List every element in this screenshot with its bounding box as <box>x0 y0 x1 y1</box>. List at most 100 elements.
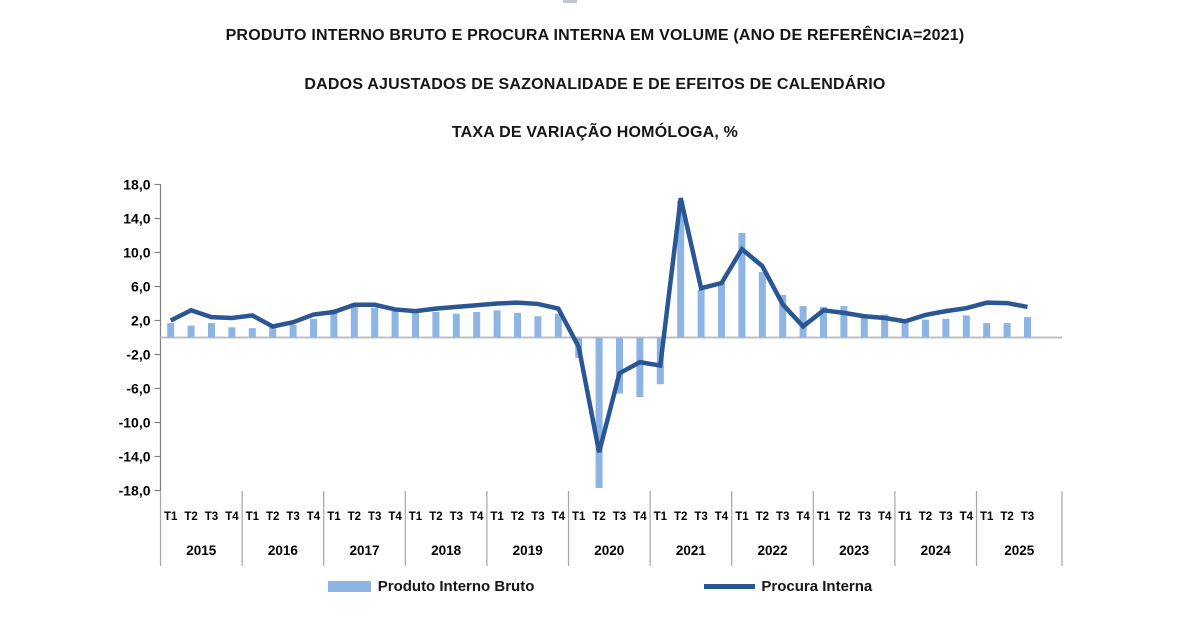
quarter-label: T2 <box>592 511 605 523</box>
bar-produto-interno-bruto <box>228 327 236 338</box>
quarter-label: T2 <box>184 511 197 523</box>
quarter-label: T3 <box>1021 511 1034 523</box>
quarter-label: T4 <box>715 511 729 523</box>
chart-units-title: TAXA DE VARIAÇÃO HOMÓLOGA, % <box>451 124 739 141</box>
bar-produto-interno-bruto <box>1024 317 1031 338</box>
bar-produto-interno-bruto <box>962 315 970 338</box>
legend-line-label: Procura Interna <box>761 578 873 595</box>
quarter-label: T2 <box>756 511 769 523</box>
quarter-label: T4 <box>388 511 402 523</box>
bar-produto-interno-bruto <box>493 310 501 338</box>
year-label: 2017 <box>349 543 379 558</box>
year-label: 2023 <box>839 543 870 558</box>
bar-produto-interno-bruto <box>167 323 175 338</box>
bar-produto-interno-bruto <box>473 312 481 338</box>
quarter-label: T3 <box>613 511 626 523</box>
bar-produto-interno-bruto <box>514 312 521 338</box>
quarter-label: T3 <box>205 511 218 523</box>
line-procura-interna <box>169 197 1028 453</box>
bar-produto-interno-bruto <box>412 312 419 338</box>
quarter-label: T2 <box>429 511 442 523</box>
bar-produto-interno-bruto <box>554 313 562 338</box>
year-label: 2015 <box>186 543 217 558</box>
year-label: 2018 <box>431 543 462 558</box>
quarter-label: T1 <box>572 511 586 523</box>
bar-produto-interno-bruto <box>697 289 705 338</box>
year-label: 2020 <box>594 543 624 558</box>
bar-produto-interno-bruto <box>330 309 338 338</box>
bar-produto-interno-bruto <box>187 325 195 338</box>
quarter-label: T1 <box>327 511 341 523</box>
quarter-label: T1 <box>735 511 749 523</box>
chart-legend: Produto Interno Bruto Procura Interna <box>0 578 1200 595</box>
bar-produto-interno-bruto <box>1003 323 1011 338</box>
quarter-label: T1 <box>654 511 668 523</box>
y-axis-tick-label: -6,0 <box>126 381 150 397</box>
bar-produto-interno-bruto <box>208 323 215 338</box>
quarter-label: T1 <box>490 511 504 523</box>
quarter-label: T4 <box>878 511 892 523</box>
y-axis-tick-label: 6,0 <box>131 279 151 295</box>
y-axis-tick-label: 18,0 <box>123 177 150 193</box>
year-label: 2021 <box>676 543 707 558</box>
quarter-label: T2 <box>674 511 687 523</box>
y-axis-tick-label: 2,0 <box>131 313 151 329</box>
bar-produto-interno-bruto <box>269 327 277 338</box>
bar-produto-interno-bruto <box>677 200 685 338</box>
quarter-label: T2 <box>837 511 850 523</box>
bar-produto-interno-bruto <box>310 318 317 338</box>
year-label: 2022 <box>757 543 787 558</box>
bar-produto-interno-bruto <box>432 312 440 338</box>
quarter-label: T4 <box>225 511 239 523</box>
bar-produto-interno-bruto <box>779 295 787 338</box>
quarter-label: T1 <box>898 511 912 523</box>
quarter-label: T4 <box>470 511 484 523</box>
quarter-label: T3 <box>450 511 463 523</box>
bar-produto-interno-bruto <box>983 323 991 338</box>
quarter-label: T2 <box>1000 511 1013 523</box>
quarter-label: T1 <box>164 511 178 523</box>
legend-bar-label: Produto Interno Bruto <box>377 578 535 595</box>
y-axis-tick-label: -2,0 <box>126 347 150 363</box>
bar-produto-interno-bruto <box>534 316 542 338</box>
quarter-label: T2 <box>266 511 279 523</box>
bar-produto-interno-bruto <box>371 307 379 338</box>
bar-produto-interno-bruto <box>881 314 889 338</box>
y-axis-tick-label: 14,0 <box>123 211 150 227</box>
bar-produto-interno-bruto <box>758 272 766 338</box>
year-label: 2024 <box>921 543 952 558</box>
top-crop-artifact <box>563 0 577 3</box>
quarter-label: T3 <box>939 511 952 523</box>
quarter-label: T2 <box>348 511 361 523</box>
bar-produto-interno-bruto <box>860 316 868 338</box>
bar-produto-interno-bruto <box>820 306 827 338</box>
bar-produto-interno-bruto <box>738 232 746 338</box>
bar-produto-interno-bruto <box>350 303 358 338</box>
quarter-label: T3 <box>531 511 544 523</box>
chart-title: PRODUTO INTERNO BRUTO E PROCURA INTERNA … <box>225 27 965 44</box>
quarter-label: T4 <box>633 511 647 523</box>
bar-produto-interno-bruto <box>922 319 929 338</box>
quarter-label: T1 <box>980 511 994 523</box>
quarter-label: T3 <box>858 511 871 523</box>
y-axis-tick-label: -14,0 <box>119 449 151 465</box>
quarter-label: T4 <box>960 511 974 523</box>
quarter-label: T3 <box>286 511 299 523</box>
chart-subtitle: DADOS AJUSTADOS DE SAZONALIDADE E DE EFE… <box>304 76 886 93</box>
year-label: 2019 <box>513 543 543 558</box>
quarter-label: T4 <box>796 511 810 523</box>
legend-bar-swatch <box>327 581 371 592</box>
quarter-label: T1 <box>246 511 260 523</box>
quarter-label: T3 <box>368 511 381 523</box>
bar-produto-interno-bruto <box>248 328 256 338</box>
year-label: 2025 <box>1004 543 1035 558</box>
quarter-label: T3 <box>776 511 789 523</box>
bar-produto-interno-bruto <box>840 306 848 338</box>
bar-produto-interno-bruto <box>718 282 725 338</box>
y-axis-tick-label: 10,0 <box>123 245 150 261</box>
bar-produto-interno-bruto <box>901 321 909 338</box>
quarter-label: T3 <box>694 511 707 523</box>
year-label: 2016 <box>268 543 299 558</box>
